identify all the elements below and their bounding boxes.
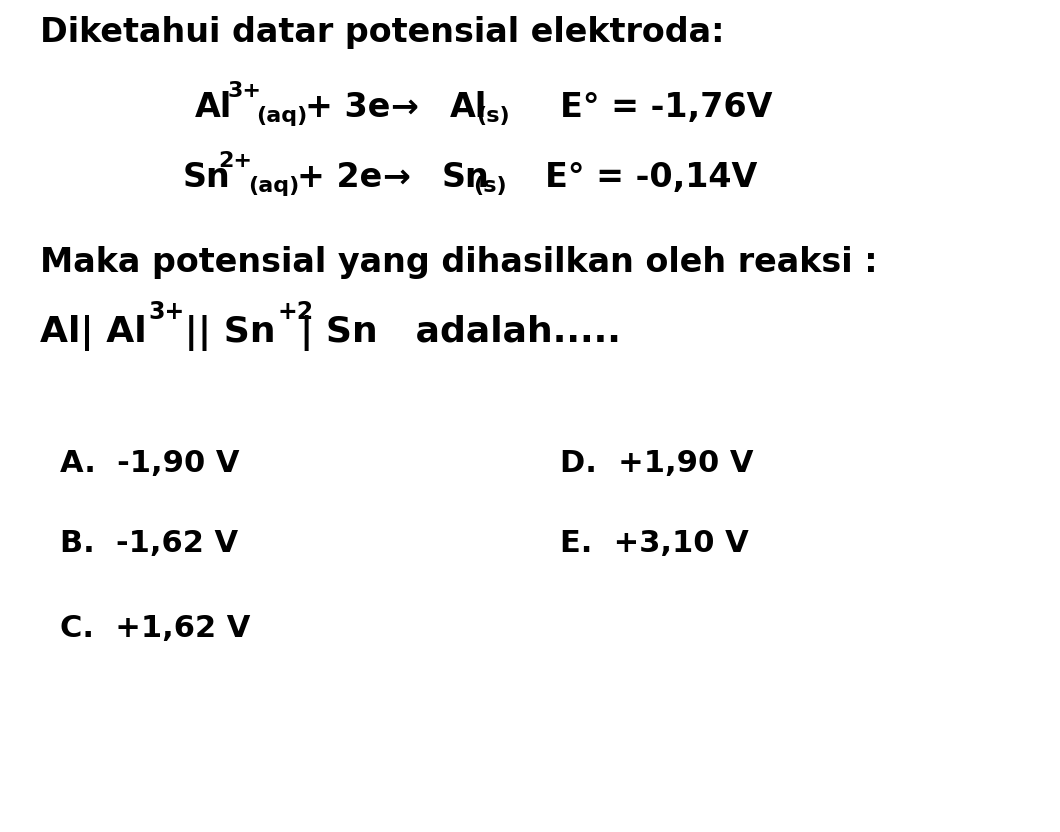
Text: →: → <box>382 161 410 194</box>
Text: | Sn   adalah.....: | Sn adalah..... <box>300 315 621 351</box>
Text: Al: Al <box>195 91 232 124</box>
Text: (s): (s) <box>476 106 510 126</box>
Text: Al| Al: Al| Al <box>40 315 146 351</box>
Text: →: → <box>390 91 418 124</box>
Text: B.  -1,62 V: B. -1,62 V <box>60 529 238 558</box>
Text: D.  +1,90 V: D. +1,90 V <box>560 449 754 478</box>
Text: (aq): (aq) <box>257 106 307 126</box>
Text: + 2e: + 2e <box>297 161 383 194</box>
Text: + 3e: + 3e <box>305 91 390 124</box>
Text: Sn: Sn <box>183 161 231 194</box>
Text: || Sn: || Sn <box>172 315 276 351</box>
Text: 3+: 3+ <box>228 81 262 101</box>
Text: +2: +2 <box>277 300 313 324</box>
Text: 3+: 3+ <box>148 300 184 324</box>
Text: E° = -1,76V: E° = -1,76V <box>560 91 773 124</box>
Text: E° = -0,14V: E° = -0,14V <box>545 161 758 194</box>
Text: (s): (s) <box>473 176 507 196</box>
Text: 2+: 2+ <box>218 151 252 171</box>
Text: E.  +3,10 V: E. +3,10 V <box>560 529 748 558</box>
Text: Maka potensial yang dihasilkan oleh reaksi :: Maka potensial yang dihasilkan oleh reak… <box>40 246 878 279</box>
Text: (aq): (aq) <box>248 176 299 196</box>
Text: Diketahui datar potensial elektroda:: Diketahui datar potensial elektroda: <box>40 16 724 49</box>
Text: A.  -1,90 V: A. -1,90 V <box>60 449 240 478</box>
Text: Al: Al <box>450 91 488 124</box>
Text: Sn: Sn <box>442 161 490 194</box>
Text: C.  +1,62 V: C. +1,62 V <box>60 614 250 643</box>
